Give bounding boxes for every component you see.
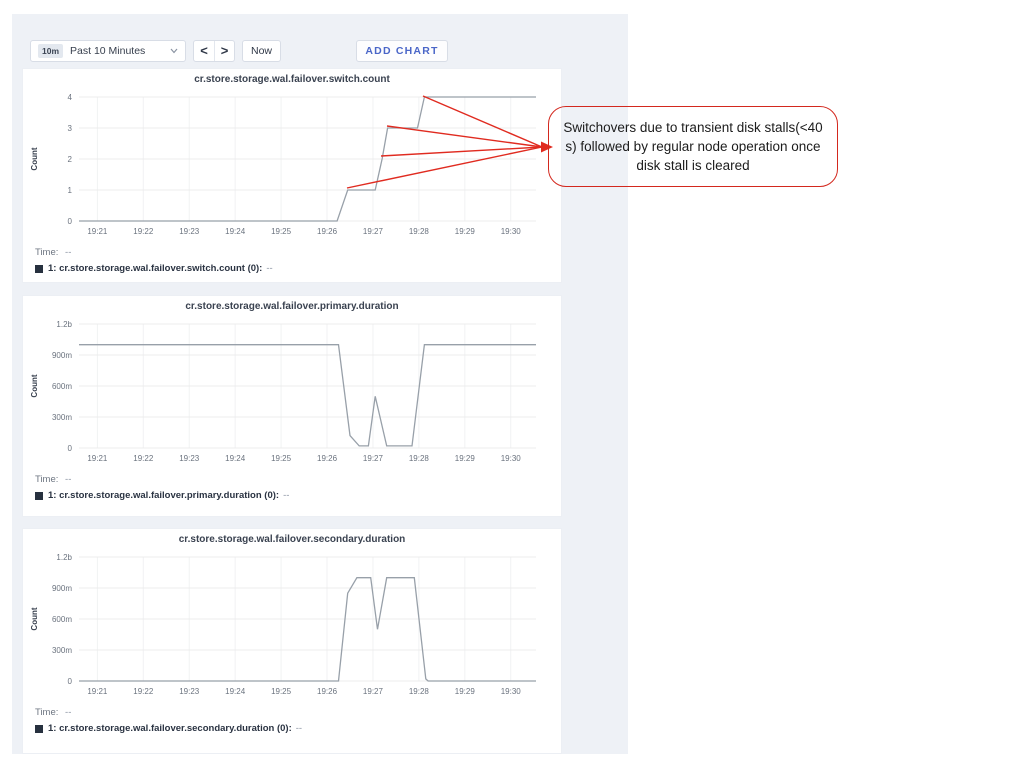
legend-time-value: --	[65, 247, 72, 258]
chart-title: cr.store.storage.wal.failover.primary.du…	[185, 301, 399, 312]
svg-text:19:22: 19:22	[133, 687, 154, 696]
svg-text:19:24: 19:24	[225, 454, 246, 463]
svg-text:Count: Count	[30, 374, 39, 397]
svg-text:Count: Count	[30, 607, 39, 630]
chart-panel-secondary-duration: 19:21 19:22 19:23 19:24 19:25 19:26 19:27 19:28…	[22, 528, 562, 754]
secondary-duration-chart[interactable]: 19:21 19:22 19:23 19:24 19:25 19:26 19:27 19:28…	[23, 529, 563, 701]
time-back-button[interactable]: <	[194, 41, 214, 61]
annotation-callout: Switchovers due to transient disk stalls…	[548, 106, 838, 188]
chart-legend: Time: -- 1: cr.store.storage.wal.failove…	[35, 247, 273, 274]
svg-text:19:22: 19:22	[133, 454, 154, 463]
chevron-down-icon	[170, 46, 178, 56]
svg-text:19:27: 19:27	[363, 454, 384, 463]
legend-series-row[interactable]: 1: cr.store.storage.wal.failover.primary…	[35, 490, 289, 501]
svg-text:19:23: 19:23	[179, 687, 200, 696]
chart-legend: Time: -- 1: cr.store.storage.wal.failove…	[35, 474, 289, 501]
time-nav-group: < >	[193, 40, 235, 62]
svg-text:Count: Count	[30, 147, 39, 170]
chart-panel-switch-count: 19:21 19:22 19:23 19:24 19:25 19:26 19:27 19:28…	[22, 68, 562, 283]
svg-text:19:30: 19:30	[501, 454, 522, 463]
svg-text:3: 3	[68, 124, 73, 133]
legend-series-value: --	[266, 263, 273, 274]
svg-text:19:23: 19:23	[179, 454, 200, 463]
dashboard-content: 10m Past 10 Minutes < > Now ADD CHART 19…	[12, 14, 628, 754]
legend-series-value: --	[283, 490, 290, 501]
legend-time-label: Time:	[35, 707, 59, 718]
primary-duration-chart[interactable]: 19:21 19:22 19:23 19:24 19:25 19:26 19:27 19:28…	[23, 296, 563, 468]
legend-time-label: Time:	[35, 247, 59, 258]
svg-text:4: 4	[68, 93, 73, 102]
legend-series-label: 1: cr.store.storage.wal.failover.seconda…	[48, 723, 292, 734]
svg-text:19:24: 19:24	[225, 227, 246, 236]
legend-time-value: --	[65, 474, 72, 485]
switch-count-chart[interactable]: 19:21 19:22 19:23 19:24 19:25 19:26 19:27 19:28…	[23, 69, 563, 241]
svg-text:300m: 300m	[52, 646, 72, 655]
chart-title: cr.store.storage.wal.failover.switch.cou…	[194, 74, 390, 85]
time-range-label: Past 10 Minutes	[70, 45, 146, 57]
svg-text:19:29: 19:29	[455, 687, 476, 696]
svg-text:0: 0	[68, 444, 73, 453]
svg-text:2: 2	[68, 155, 73, 164]
svg-text:19:29: 19:29	[455, 227, 476, 236]
svg-text:19:27: 19:27	[363, 687, 384, 696]
legend-series-label: 1: cr.store.storage.wal.failover.primary…	[48, 490, 280, 501]
time-range-badge: 10m	[38, 44, 64, 58]
svg-text:19:28: 19:28	[409, 687, 430, 696]
add-chart-button[interactable]: ADD CHART	[356, 40, 448, 62]
svg-text:19:26: 19:26	[317, 687, 338, 696]
svg-text:1.2b: 1.2b	[56, 553, 72, 562]
legend-time-row: Time: --	[35, 247, 273, 258]
svg-text:1: 1	[68, 186, 73, 195]
svg-text:19:26: 19:26	[317, 227, 338, 236]
legend-series-row[interactable]: 1: cr.store.storage.wal.failover.switch.…	[35, 263, 273, 274]
svg-text:600m: 600m	[52, 615, 72, 624]
svg-text:19:25: 19:25	[271, 687, 292, 696]
svg-text:0: 0	[68, 217, 73, 226]
svg-text:19:22: 19:22	[133, 227, 154, 236]
svg-text:19:30: 19:30	[501, 227, 522, 236]
svg-text:900m: 900m	[52, 584, 72, 593]
chart-panel-primary-duration: 19:21 19:22 19:23 19:24 19:25 19:26 19:27 19:28…	[22, 295, 562, 517]
series-swatch-icon	[35, 724, 43, 733]
chart-legend: Time: -- 1: cr.store.storage.wal.failove…	[35, 707, 302, 734]
legend-time-row: Time: --	[35, 474, 289, 485]
svg-text:600m: 600m	[52, 382, 72, 391]
now-button[interactable]: Now	[242, 40, 282, 62]
series-swatch-icon	[35, 491, 43, 500]
svg-text:19:24: 19:24	[225, 687, 246, 696]
legend-series-label: 1: cr.store.storage.wal.failover.switch.…	[48, 263, 263, 274]
legend-time-value: --	[65, 707, 72, 718]
svg-text:19:26: 19:26	[317, 454, 338, 463]
svg-text:19:25: 19:25	[271, 227, 292, 236]
chart-title: cr.store.storage.wal.failover.secondary.…	[178, 534, 406, 545]
svg-text:1.2b: 1.2b	[56, 320, 72, 329]
svg-text:900m: 900m	[52, 351, 72, 360]
svg-text:19:29: 19:29	[455, 454, 476, 463]
svg-text:19:27: 19:27	[363, 227, 384, 236]
legend-series-row[interactable]: 1: cr.store.storage.wal.failover.seconda…	[35, 723, 302, 734]
svg-text:19:25: 19:25	[271, 454, 292, 463]
svg-text:19:21: 19:21	[87, 227, 108, 236]
legend-time-row: Time: --	[35, 707, 302, 718]
time-forward-button[interactable]: >	[214, 41, 234, 61]
legend-series-value: --	[295, 723, 303, 734]
svg-text:300m: 300m	[52, 413, 72, 422]
svg-text:19:21: 19:21	[87, 454, 108, 463]
svg-text:19:28: 19:28	[409, 227, 430, 236]
svg-text:19:21: 19:21	[87, 687, 108, 696]
svg-text:19:30: 19:30	[501, 687, 522, 696]
svg-text:19:23: 19:23	[179, 227, 200, 236]
legend-time-label: Time:	[35, 474, 59, 485]
svg-text:19:28: 19:28	[409, 454, 430, 463]
time-range-dropdown[interactable]: 10m Past 10 Minutes	[30, 40, 186, 62]
svg-text:0: 0	[68, 677, 73, 686]
series-swatch-icon	[35, 264, 43, 273]
